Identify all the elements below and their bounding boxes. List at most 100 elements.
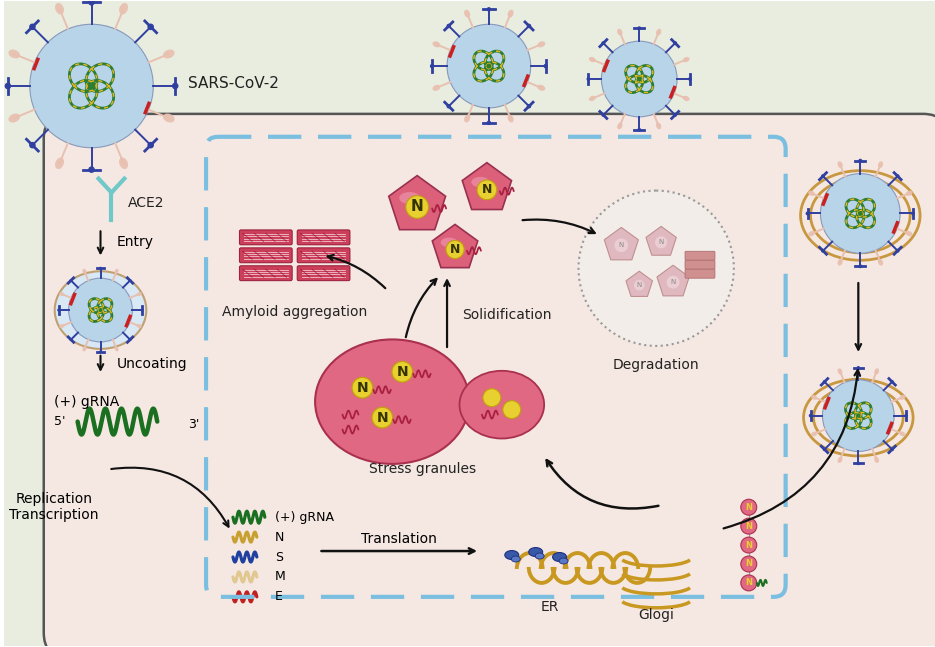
Circle shape <box>741 537 756 553</box>
Ellipse shape <box>589 96 596 101</box>
FancyBboxPatch shape <box>685 260 715 269</box>
Text: N: N <box>637 282 641 288</box>
Circle shape <box>858 211 863 216</box>
Circle shape <box>69 338 72 341</box>
Circle shape <box>614 239 628 252</box>
Circle shape <box>858 264 862 269</box>
Circle shape <box>688 77 692 81</box>
Ellipse shape <box>538 85 545 91</box>
Circle shape <box>88 0 94 6</box>
FancyBboxPatch shape <box>685 251 715 260</box>
Ellipse shape <box>874 368 879 375</box>
Ellipse shape <box>559 558 568 564</box>
FancyBboxPatch shape <box>239 266 293 281</box>
Circle shape <box>5 83 11 89</box>
Text: Glogi: Glogi <box>639 608 674 622</box>
Circle shape <box>68 278 133 342</box>
Circle shape <box>856 366 860 369</box>
Circle shape <box>890 448 894 451</box>
Text: ER: ER <box>540 600 559 614</box>
Text: SARS-CoV-2: SARS-CoV-2 <box>188 76 279 91</box>
Text: N: N <box>745 578 753 587</box>
Text: (+) gRNA: (+) gRNA <box>275 510 334 523</box>
Ellipse shape <box>656 122 661 129</box>
Circle shape <box>806 212 810 215</box>
Text: 3': 3' <box>188 418 199 431</box>
Ellipse shape <box>808 191 815 196</box>
Ellipse shape <box>906 231 913 236</box>
Text: Solidification: Solidification <box>462 308 552 322</box>
Circle shape <box>601 41 677 117</box>
Circle shape <box>430 64 435 69</box>
Ellipse shape <box>838 368 842 375</box>
Ellipse shape <box>617 122 623 129</box>
FancyBboxPatch shape <box>297 248 350 263</box>
Circle shape <box>741 518 756 534</box>
Circle shape <box>392 362 412 382</box>
Text: N: N <box>745 541 753 549</box>
Ellipse shape <box>899 432 906 436</box>
Ellipse shape <box>471 177 489 187</box>
Text: N: N <box>450 243 460 256</box>
Text: N: N <box>356 380 368 395</box>
Ellipse shape <box>878 161 884 168</box>
Circle shape <box>741 556 756 572</box>
Ellipse shape <box>535 553 544 559</box>
Circle shape <box>896 249 899 253</box>
Ellipse shape <box>8 113 20 122</box>
Circle shape <box>99 351 102 353</box>
Circle shape <box>526 24 531 28</box>
Text: Translation: Translation <box>361 532 438 546</box>
Text: ACE2: ACE2 <box>127 195 164 210</box>
Text: Entry: Entry <box>117 236 153 249</box>
Text: Stress granules: Stress granules <box>368 463 476 476</box>
Circle shape <box>821 174 825 178</box>
Circle shape <box>446 241 464 259</box>
Text: N: N <box>619 243 624 248</box>
Text: N: N <box>482 183 492 196</box>
Circle shape <box>655 236 668 248</box>
Ellipse shape <box>811 432 817 436</box>
Circle shape <box>148 23 154 30</box>
Text: N: N <box>670 279 676 285</box>
Circle shape <box>69 279 72 282</box>
FancyBboxPatch shape <box>4 1 935 646</box>
Circle shape <box>856 461 860 465</box>
Circle shape <box>88 166 94 173</box>
Circle shape <box>673 41 677 45</box>
Circle shape <box>821 173 900 253</box>
Ellipse shape <box>114 346 119 351</box>
Text: N: N <box>745 560 753 569</box>
FancyBboxPatch shape <box>297 230 350 245</box>
Ellipse shape <box>508 115 513 122</box>
Text: N: N <box>396 365 408 378</box>
FancyBboxPatch shape <box>685 269 715 278</box>
Circle shape <box>477 180 496 200</box>
Circle shape <box>29 23 36 30</box>
Circle shape <box>856 413 860 418</box>
Ellipse shape <box>838 161 842 168</box>
Circle shape <box>637 77 641 82</box>
Ellipse shape <box>553 553 567 562</box>
Text: (+) gRNA: (+) gRNA <box>53 395 119 409</box>
Circle shape <box>638 27 641 30</box>
Circle shape <box>579 191 734 346</box>
Ellipse shape <box>119 157 128 169</box>
Ellipse shape <box>464 115 470 122</box>
Text: Replication
Transcription: Replication Transcription <box>9 492 98 522</box>
Circle shape <box>172 83 179 89</box>
Text: E: E <box>275 590 282 604</box>
Circle shape <box>809 414 813 417</box>
Circle shape <box>634 280 644 291</box>
Ellipse shape <box>683 57 690 62</box>
Circle shape <box>88 82 95 90</box>
Ellipse shape <box>528 547 542 556</box>
Ellipse shape <box>505 551 519 560</box>
Circle shape <box>129 279 132 282</box>
Circle shape <box>904 414 908 417</box>
Circle shape <box>821 249 825 253</box>
Circle shape <box>447 24 531 108</box>
Text: N: N <box>745 521 753 531</box>
Ellipse shape <box>163 113 175 122</box>
Text: S: S <box>275 551 282 564</box>
